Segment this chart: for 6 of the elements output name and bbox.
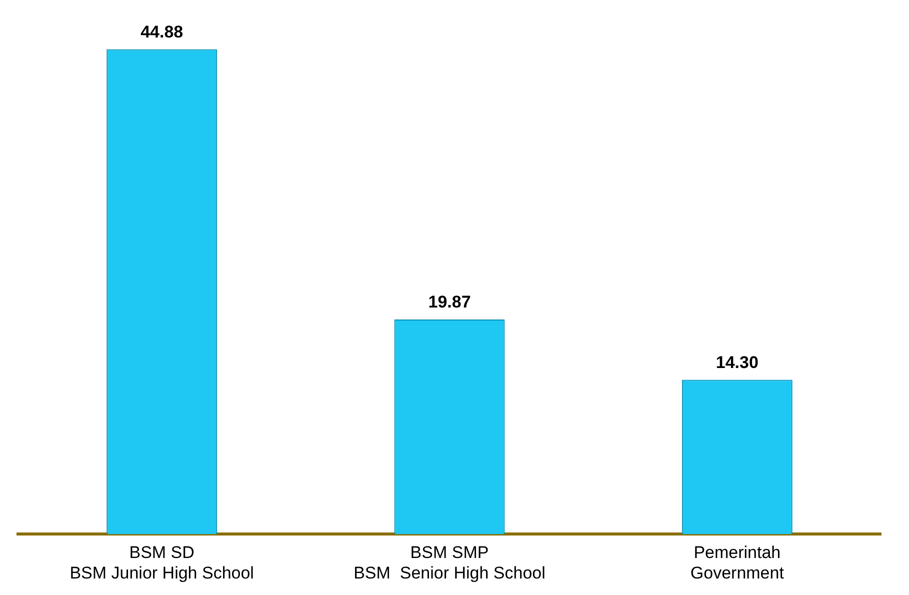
x-tick-label: BSM SMP BSM Senior High School [354, 543, 546, 582]
data-label: 14.30 [716, 352, 758, 372]
data-label: 44.88 [140, 22, 184, 42]
x-tick-label: Pemerintah Government [690, 543, 784, 582]
x-tick-label: BSM SD BSM Junior High School [70, 543, 254, 582]
data-label: 19.87 [428, 292, 471, 312]
